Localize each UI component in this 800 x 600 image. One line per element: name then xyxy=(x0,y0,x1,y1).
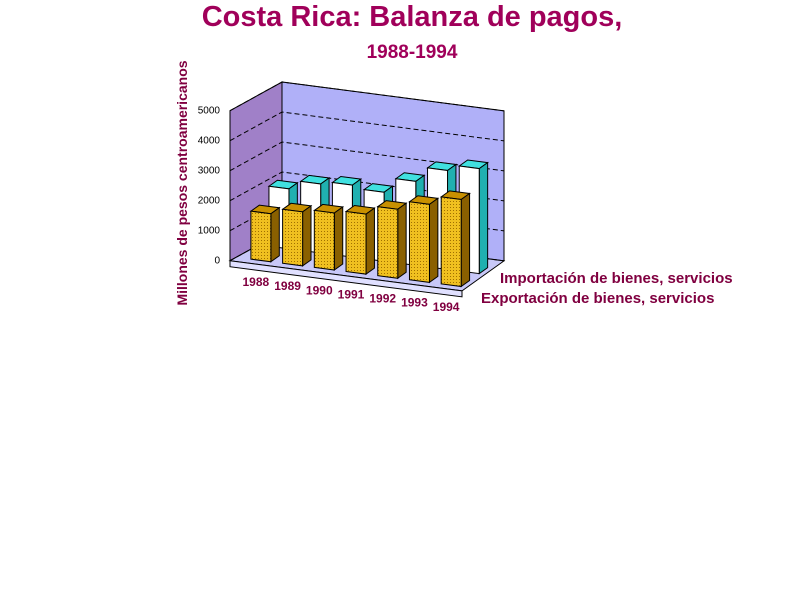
bar xyxy=(250,210,272,263)
bar-side xyxy=(397,202,407,280)
bar xyxy=(377,206,399,279)
y-tick-label: 0 xyxy=(214,256,220,267)
bar-side xyxy=(270,206,280,263)
y-tick-label: 2000 xyxy=(198,196,221,207)
bar-side xyxy=(460,192,471,288)
chart-title: Costa Rica: Balanza de pagos, xyxy=(202,1,623,33)
x-tick-label: 1988 xyxy=(243,275,270,289)
y-axis-label: Millones de pesos centroamericanos xyxy=(174,60,190,305)
y-tick-label: 4000 xyxy=(198,136,221,147)
bar xyxy=(313,209,335,271)
bar xyxy=(440,196,462,288)
x-tick-label: 1994 xyxy=(433,300,460,314)
x-tick-label: 1989 xyxy=(274,279,301,293)
bar-side xyxy=(302,204,312,267)
bar xyxy=(345,210,367,275)
bar-side xyxy=(365,207,375,276)
bar xyxy=(408,201,430,283)
legend-label: Importación de bienes, servicios xyxy=(500,270,733,287)
y-tick-label: 3000 xyxy=(198,166,221,177)
y-tick-label: 1000 xyxy=(198,226,221,237)
grid-line xyxy=(229,141,505,172)
bar xyxy=(282,208,304,267)
bar-side xyxy=(333,206,344,271)
legend-label: Exportación de bienes, servicios xyxy=(481,290,714,307)
bar-side xyxy=(428,197,439,284)
x-tick-label: 1992 xyxy=(369,292,396,306)
grid-line xyxy=(229,111,505,142)
x-tick-label: 1993 xyxy=(401,296,428,310)
x-tick-label: 1990 xyxy=(306,283,333,297)
grid-line xyxy=(229,81,505,112)
x-tick-label: 1991 xyxy=(338,287,365,301)
floor-edge xyxy=(229,260,463,298)
y-tick-label: 5000 xyxy=(198,106,221,117)
bar-side xyxy=(478,161,489,275)
chart-subtitle: 1988-1994 xyxy=(367,42,458,63)
